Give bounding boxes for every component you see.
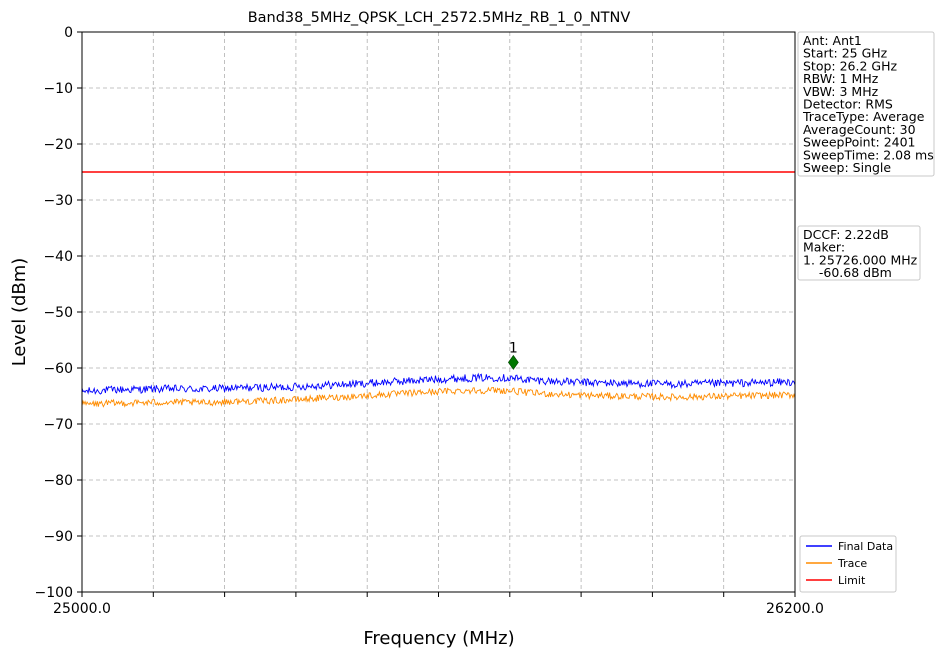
x-tick-label: 25000.0	[53, 601, 111, 617]
settings-info-line: Sweep: Single	[803, 160, 891, 175]
y-tick-label: −20	[43, 137, 73, 153]
settings-info-line: AverageCount: 30	[803, 122, 916, 137]
x-tick-layer: 25000.0 26200.0	[53, 592, 824, 617]
settings-info-line: TraceType: Average	[802, 109, 925, 124]
chart-title: Band38_5MHz_QPSK_LCH_2572.5MHz_RB_1_0_NT…	[248, 10, 631, 26]
y-tick-label: −50	[43, 305, 73, 321]
trace-line	[81, 386, 796, 408]
y-tick-label: −80	[43, 473, 73, 489]
y-tick-label: −10	[43, 81, 73, 97]
marker-layer: 1	[507, 340, 519, 370]
x-tick-label: 26200.0	[766, 601, 824, 617]
y-tick-label: −70	[43, 417, 73, 433]
final-data-line	[81, 372, 796, 395]
settings-info-line: Start: 25 GHz	[803, 46, 888, 61]
settings-info-line: Detector: RMS	[803, 97, 893, 112]
y-tick-label: −100	[35, 585, 73, 601]
x-axis-title: Frequency (MHz)	[363, 628, 514, 649]
marker-info-line: -60.68 dBm	[803, 265, 892, 280]
legend-label: Final Data	[838, 540, 893, 553]
settings-info-line: SweepTime: 2.08 ms	[803, 147, 934, 162]
marker-info-line: Maker:	[803, 240, 845, 255]
settings-info-line: VBW: 3 MHz	[803, 84, 879, 99]
marker-1-label: 1	[509, 340, 518, 356]
settings-info-line: Stop: 26.2 GHz	[803, 58, 897, 73]
y-tick-label: −40	[43, 249, 73, 265]
marker-info-line: DCCF: 2.22dB	[803, 227, 889, 242]
y-tick-label: 0	[64, 25, 73, 41]
settings-info-line: RBW: 1 MHz	[803, 71, 879, 86]
y-tick-label: −90	[43, 529, 73, 545]
legend-label: Limit	[838, 574, 866, 587]
y-axis-title: Level (dBm)	[9, 258, 30, 367]
legend-label: Trace	[837, 557, 867, 570]
y-tick-label: −30	[43, 193, 73, 209]
trace-layer	[81, 372, 796, 408]
marker-info-line: 1. 25726.000 MHz	[803, 252, 918, 267]
legend: Final Data Trace Limit	[799, 535, 897, 593]
y-tick-layer: 0 −10 −20 −30 −40 −50 −60 −70 −80 −90 −100	[35, 25, 82, 601]
settings-info-line: SweepPoint: 2401	[803, 135, 916, 150]
grid-layer	[82, 32, 795, 592]
y-tick-label: −60	[43, 361, 73, 377]
settings-info-line: Ant: Ant1	[803, 33, 862, 48]
marker-1-diamond	[507, 354, 519, 370]
